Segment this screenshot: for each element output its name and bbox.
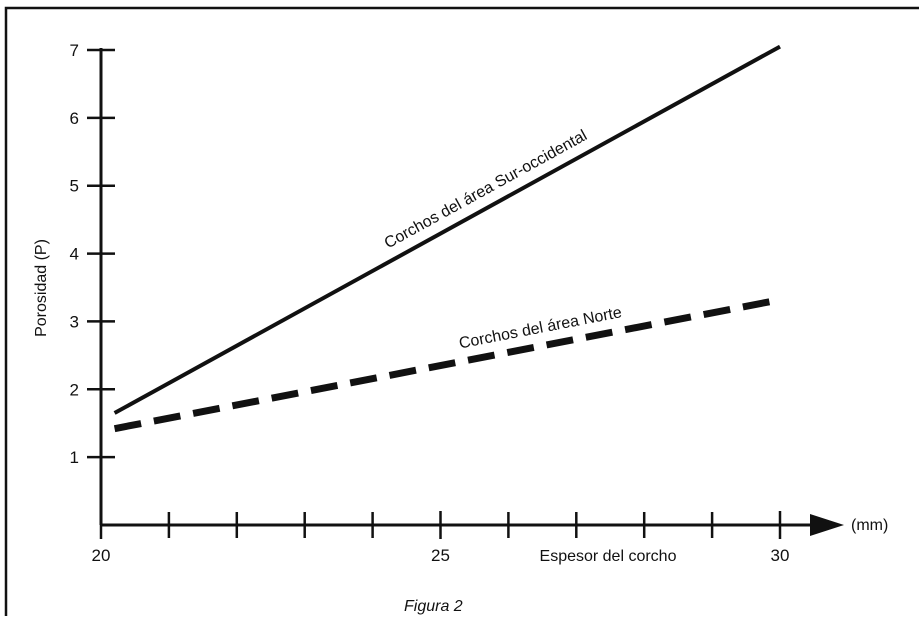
y-tick-label: 3: [70, 312, 79, 331]
y-tick-label: 2: [70, 380, 79, 399]
figure-frame: [4, 6, 919, 621]
y-axis-label: Porosidad (P): [33, 239, 50, 337]
figure-caption: Figura 2: [404, 598, 463, 615]
x-axis-arrow: [810, 514, 844, 536]
y-tick-label: 6: [70, 109, 79, 128]
series-label-norte: Corchos del área Norte: [458, 304, 624, 352]
series-line-norte: [113, 296, 781, 433]
y-tick-label: 1: [70, 448, 79, 467]
series-line-sur-occidental: [113, 44, 781, 415]
x-tick-label: 30: [771, 546, 790, 565]
x-tick-label: 20: [92, 546, 111, 565]
x-axis-label: Espesor del corcho: [540, 548, 677, 565]
y-tick-label: 5: [70, 177, 79, 196]
y-tick-label: 7: [70, 41, 79, 60]
series-label-sur-occidental: Corchos del área Sur-occidental: [382, 127, 590, 252]
x-axis-unit-label: (mm): [851, 517, 888, 534]
x-tick-label: 25: [431, 546, 450, 565]
y-tick-label: 4: [70, 245, 79, 264]
